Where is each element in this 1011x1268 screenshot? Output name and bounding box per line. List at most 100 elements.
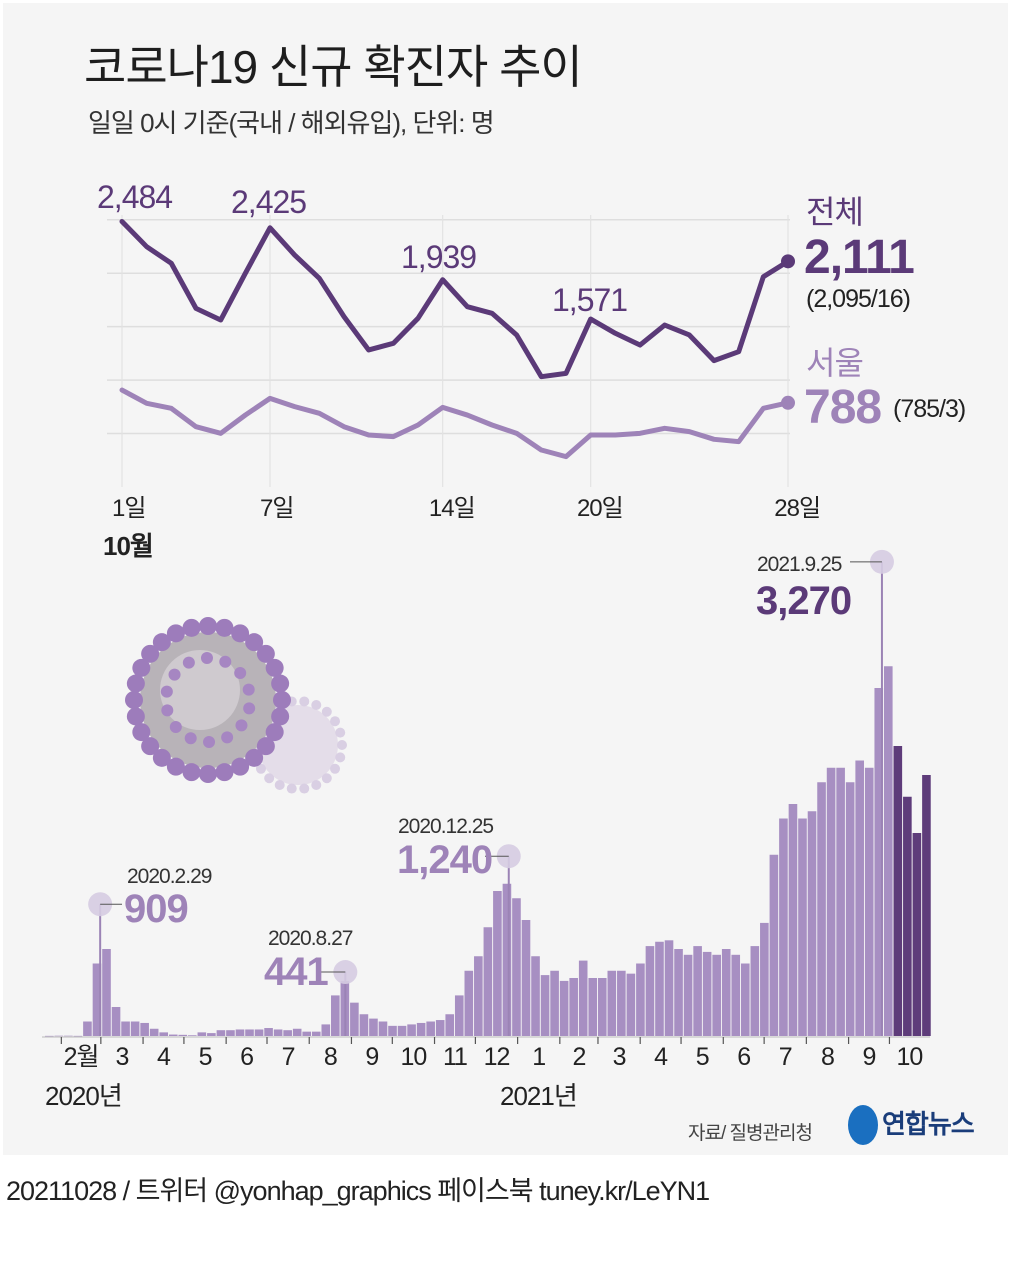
virus-spike xyxy=(182,656,195,669)
bar xyxy=(435,1020,445,1036)
legend-total: 전체 xyxy=(806,194,864,230)
virus-spike xyxy=(200,652,213,665)
virus-spike xyxy=(299,783,310,794)
bar xyxy=(178,1034,188,1036)
bar xyxy=(817,782,826,1036)
virus-spike xyxy=(169,720,182,733)
bar xyxy=(521,920,531,1036)
virus-spike xyxy=(271,707,290,726)
virus-spike xyxy=(235,719,248,732)
bar xyxy=(207,1033,216,1036)
bar xyxy=(798,818,807,1036)
virus-spike xyxy=(234,667,247,680)
virus-spike xyxy=(311,780,322,791)
month-label: 9 xyxy=(365,1043,379,1071)
bar xyxy=(826,767,836,1036)
virus-spike xyxy=(132,658,151,677)
bar xyxy=(283,1030,292,1036)
x-tick-label: 28일 xyxy=(774,495,821,522)
bar xyxy=(769,854,779,1036)
virus-spike xyxy=(141,737,160,756)
bar xyxy=(168,1034,178,1036)
total-series-line xyxy=(119,218,791,380)
bar xyxy=(883,666,893,1036)
bar xyxy=(912,833,922,1036)
virus-spike xyxy=(152,633,171,652)
month-label: 2월 xyxy=(63,1043,100,1071)
bar xyxy=(311,1031,321,1036)
virus-spike xyxy=(215,618,234,637)
chart-title: 코로나19 신규 확진자 추이 xyxy=(84,41,583,93)
bar xyxy=(149,1028,159,1036)
bar xyxy=(664,940,674,1036)
data-label: 2,425 xyxy=(231,184,307,220)
virus-spike xyxy=(231,624,250,643)
seoul-end-point xyxy=(781,395,796,410)
month-label: 8 xyxy=(821,1043,835,1071)
bar xyxy=(540,975,550,1036)
bar xyxy=(378,1021,388,1036)
virus-spike xyxy=(126,707,145,726)
virus-spike xyxy=(215,763,234,782)
bar xyxy=(683,954,693,1036)
virus-spike xyxy=(184,732,197,745)
bar xyxy=(454,995,464,1036)
month-label: 10 xyxy=(896,1043,924,1071)
bar xyxy=(426,1021,435,1036)
virus-spike xyxy=(231,757,250,776)
bar xyxy=(578,960,588,1036)
chart-subtitle: 일일 0시 기준(국내 / 해외유입), 단위: 명 xyxy=(88,108,495,138)
bar xyxy=(350,1002,359,1036)
virus-spike xyxy=(125,691,143,709)
virus-spike xyxy=(182,763,201,782)
peak-date: 2020.2.29 xyxy=(127,865,212,888)
virus-spike xyxy=(255,763,266,774)
bar xyxy=(607,970,617,1036)
bar xyxy=(483,927,493,1036)
bar xyxy=(73,1035,83,1037)
virus-highlight xyxy=(160,650,240,730)
bar xyxy=(674,949,683,1036)
bar xyxy=(788,804,798,1036)
virus-spike xyxy=(168,668,181,681)
month-label: 11 xyxy=(442,1043,468,1071)
bar xyxy=(445,1014,455,1036)
virus-spike xyxy=(335,752,346,763)
bar xyxy=(111,1007,121,1036)
virus-spike xyxy=(299,696,310,707)
bar xyxy=(721,949,731,1036)
virus-spike xyxy=(242,683,255,696)
peak-date: 2021.9.25 xyxy=(757,553,842,576)
x-tick-label: 20일 xyxy=(576,495,624,522)
virus-spike xyxy=(199,765,217,783)
bar xyxy=(302,1031,312,1036)
bar xyxy=(502,883,512,1036)
bar xyxy=(388,1025,397,1036)
bar xyxy=(750,946,760,1036)
bar xyxy=(331,995,340,1036)
month-label: 5 xyxy=(198,1043,213,1071)
virus-spike xyxy=(160,685,173,698)
virus-spike xyxy=(182,618,201,637)
virus-spike xyxy=(330,716,341,727)
virus-spike xyxy=(245,748,264,767)
bar xyxy=(102,949,111,1036)
bar xyxy=(559,980,569,1036)
month-label: 1 xyxy=(532,1043,546,1071)
bar xyxy=(464,970,474,1036)
bar xyxy=(474,956,483,1036)
bar xyxy=(702,951,712,1036)
bar xyxy=(569,978,578,1036)
month-label: 4 xyxy=(157,1043,171,1071)
virus-spike xyxy=(221,731,234,744)
bar xyxy=(188,1035,197,1036)
month-label: 7 xyxy=(778,1043,793,1071)
virus-spike xyxy=(203,735,216,748)
x-tick-label: 14일 xyxy=(428,495,476,522)
bar xyxy=(845,782,855,1036)
virus-spike xyxy=(265,658,284,677)
total-end-point xyxy=(781,254,796,269)
bar xyxy=(893,746,903,1036)
bar xyxy=(588,978,598,1036)
